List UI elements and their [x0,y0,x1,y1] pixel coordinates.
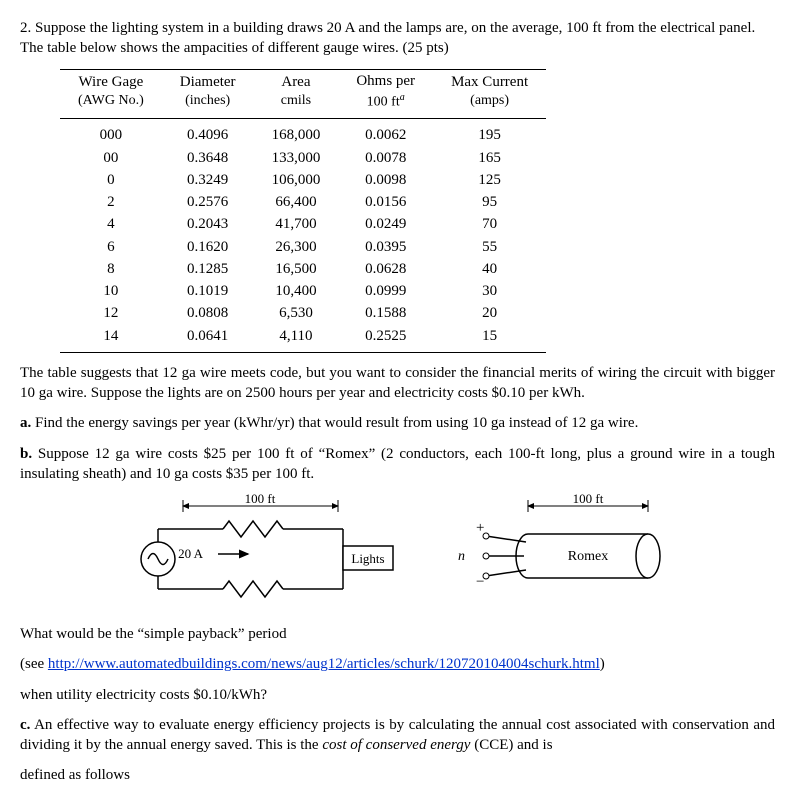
table-row: 80.128516,5000.062840 [60,258,546,280]
problem-number: 2. [20,20,31,36]
table-cell: 0.1620 [162,236,254,258]
table-cell: 00 [60,147,162,169]
table-cell: 0.0156 [338,191,433,213]
table-cell: 40 [433,258,546,280]
cce-term: cost of conserved energy [322,737,470,753]
part-b: b. Suppose 12 ga wire costs $25 per 100 … [20,444,775,485]
table-cell: 0 [60,169,162,191]
svg-text:+: + [476,520,484,536]
table-cell: 10,400 [254,280,339,302]
table-cell: 195 [433,119,546,147]
table-cell: 0.3648 [162,147,254,169]
table-cell: 2 [60,191,162,213]
table-cell: 165 [433,147,546,169]
table-cell: 0.0641 [162,325,254,353]
table-cell: 30 [433,280,546,302]
table-row: 120.08086,5300.158820 [60,302,546,324]
table-cell: 20 [433,302,546,324]
table-cell: 0.1019 [162,280,254,302]
table-cell: 0.2525 [338,325,433,353]
table-cell: 26,300 [254,236,339,258]
table-row: 000.3648133,0000.0078165 [60,147,546,169]
table-cell: 8 [60,258,162,280]
table-cell: 4 [60,213,162,235]
when-line: when utility electricity costs $0.10/kWh… [20,685,775,705]
table-cell: 0.0808 [162,302,254,324]
part-b-label: b. [20,446,32,462]
circuit-svg: 100 ft Lights 20 A [108,494,408,614]
table-cell: 4,110 [254,325,339,353]
table-cell: 0.3249 [162,169,254,191]
table-cell: 000 [60,119,162,147]
table-row: 20.257666,4000.015695 [60,191,546,213]
part-c-label: c. [20,717,30,733]
table-cell: 0.2043 [162,213,254,235]
svg-text:100 ft: 100 ft [572,494,603,506]
table-cell: 66,400 [254,191,339,213]
romex-svg: 100 ft + − n Romex [448,494,688,614]
table-cell: 0.1588 [338,302,433,324]
reference-link[interactable]: http://www.automatedbuildings.com/news/a… [48,656,600,672]
problem-intro: 2. Suppose the lighting system in a buil… [20,18,775,59]
table-row: 40.204341,7000.024970 [60,213,546,235]
table-cell: 6 [60,236,162,258]
table-cell: 12 [60,302,162,324]
lights-label: Lights [351,551,384,566]
table-cell: 55 [433,236,546,258]
table-cell: 16,500 [254,258,339,280]
table-cell: 0.0098 [338,169,433,191]
part-a-label: a. [20,415,31,431]
table-cell: 0.0078 [338,147,433,169]
table-cell: 168,000 [254,119,339,147]
after-table-text: The table suggests that 12 ga wire meets… [20,363,775,404]
table-cell: 133,000 [254,147,339,169]
table-header-row: Wire Gage(AWG No.) Diameter(inches) Area… [60,69,546,119]
table-cell: 10 [60,280,162,302]
current-label: 20 A [178,546,204,561]
table-row: 100.101910,4000.099930 [60,280,546,302]
table-cell: 0.0999 [338,280,433,302]
table-cell: 0.2576 [162,191,254,213]
table-cell: 70 [433,213,546,235]
part-a: a. Find the energy savings per year (kWh… [20,413,775,433]
wire-table: Wire Gage(AWG No.) Diameter(inches) Area… [60,69,546,353]
table-cell: 95 [433,191,546,213]
table-cell: 0.1285 [162,258,254,280]
table-cell: 125 [433,169,546,191]
circuit-diagram: 100 ft Lights 20 A 100 ft [20,494,775,614]
table-cell: 0.0628 [338,258,433,280]
table-cell: 14 [60,325,162,353]
table-cell: 0.0395 [338,236,433,258]
n-label: n [458,549,465,564]
table-cell: 0.4096 [162,119,254,147]
table-cell: 106,000 [254,169,339,191]
dim-label: 100 ft [244,494,275,506]
table-cell: 0.0062 [338,119,433,147]
table-cell: 15 [433,325,546,353]
payback-question: What would be the “simple payback” perio… [20,624,775,644]
defined-line: defined as follows [20,765,775,785]
table-row: 140.06414,1100.252515 [60,325,546,353]
table-cell: 41,700 [254,213,339,235]
table-row: 0000.4096168,0000.0062195 [60,119,546,147]
see-link-line: (see http://www.automatedbuildings.com/n… [20,654,775,674]
table-cell: 0.0249 [338,213,433,235]
romex-label: Romex [567,549,607,564]
table-row: 00.3249106,0000.0098125 [60,169,546,191]
table-cell: 6,530 [254,302,339,324]
part-c: c. An effective way to evaluate energy e… [20,715,775,756]
table-row: 60.162026,3000.039555 [60,236,546,258]
